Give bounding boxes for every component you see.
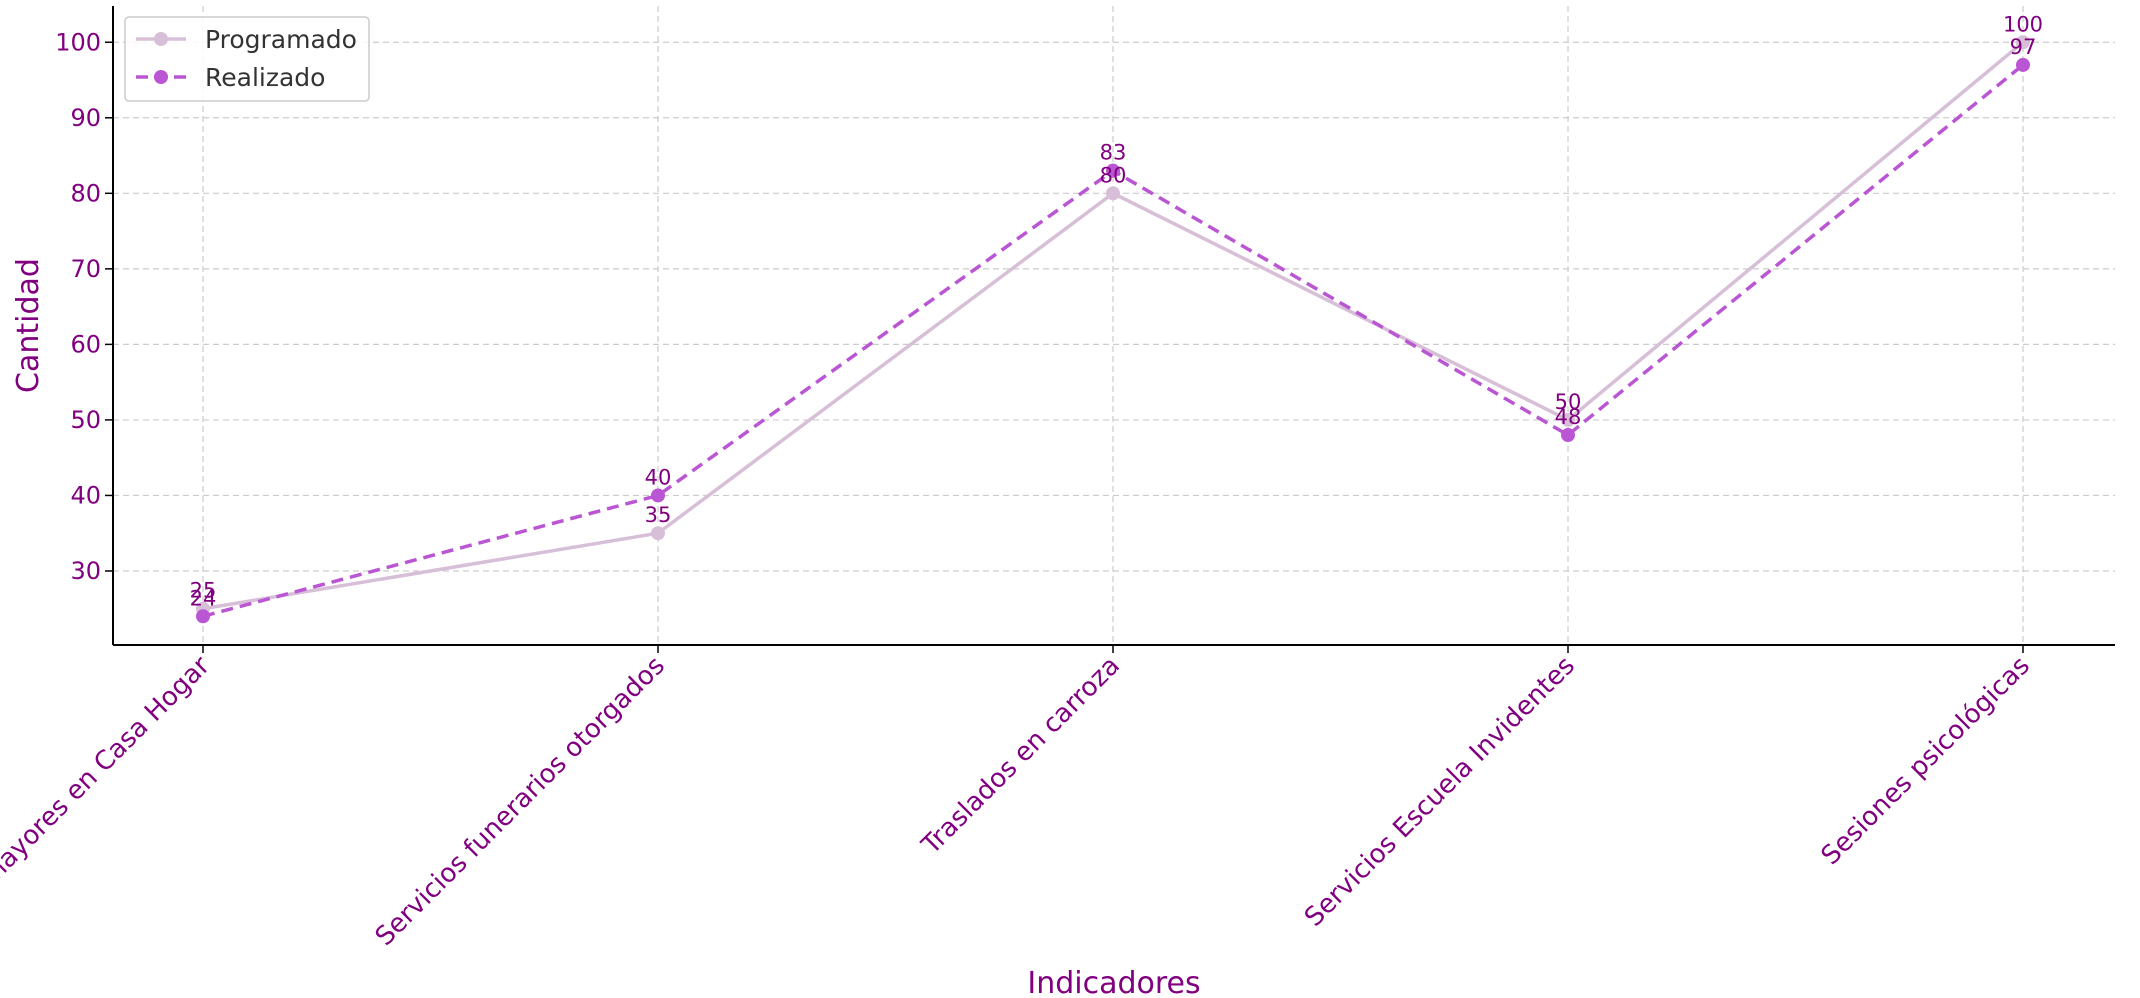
x-tick-label: Adultos mayores en Casa Hogar [0, 651, 216, 967]
legend-marker-programado [154, 32, 168, 46]
data-label-realizado: 24 [190, 586, 217, 610]
x-tick-label: Servicios Escuela Invidentes [1299, 651, 1581, 933]
y-tick-label: 60 [70, 330, 101, 358]
series-point-programado [651, 526, 665, 541]
series-layer [196, 35, 2030, 624]
series-point-programado [1561, 412, 1575, 427]
series-point-realizado [1106, 163, 1120, 178]
legend: Programado Realizado [124, 16, 370, 102]
grid [113, 6, 2115, 645]
legend-label-realizado: Realizado [205, 63, 325, 92]
series-point-programado [2016, 35, 2030, 50]
data-label-programado: 50 [1555, 390, 1582, 414]
data-label-realizado: 97 [2010, 35, 2037, 59]
data-label-programado: 100 [2003, 12, 2043, 36]
y-tick-label: 100 [55, 28, 101, 56]
x-axis-ticks: Adultos mayores en Casa Hogar Servicios f… [0, 645, 2036, 967]
y-tick-label: 30 [70, 557, 101, 585]
series-point-realizado [196, 609, 210, 624]
data-label-realizado: 48 [1555, 405, 1582, 429]
x-tick-label: Traslados en carroza [916, 651, 1126, 861]
y-tick-label: 50 [70, 406, 101, 434]
y-tick-label: 90 [70, 104, 101, 132]
legend-marker-realizado [154, 70, 168, 84]
data-label-programado: 25 [190, 579, 217, 603]
x-tick-label: Servicios funerarios otorgados [370, 651, 671, 952]
legend-label-programado: Programado [205, 25, 357, 54]
series-point-realizado [2016, 57, 2030, 72]
y-tick-label: 70 [70, 255, 101, 283]
data-labels: 25 35 80 50 100 24 40 83 48 97 [190, 12, 2043, 610]
data-label-realizado: 40 [645, 465, 672, 489]
data-label-realizado: 83 [1100, 141, 1127, 165]
y-tick-label: 40 [70, 481, 101, 509]
series-point-programado [1106, 186, 1120, 201]
data-label-programado: 80 [1100, 163, 1127, 187]
y-tick-label: 80 [70, 179, 101, 207]
series-point-realizado [651, 488, 665, 503]
axes [112, 6, 2115, 646]
x-tick-label: Sesiones psicológicas [1816, 651, 2036, 871]
data-label-programado: 35 [645, 503, 672, 527]
y-axis-ticks: 30 40 50 60 70 80 90 100 [55, 28, 113, 585]
x-axis-label: Indicadores [1027, 966, 1200, 998]
y-axis-label: Cantidad [11, 258, 46, 393]
series-point-realizado [1561, 428, 1575, 443]
